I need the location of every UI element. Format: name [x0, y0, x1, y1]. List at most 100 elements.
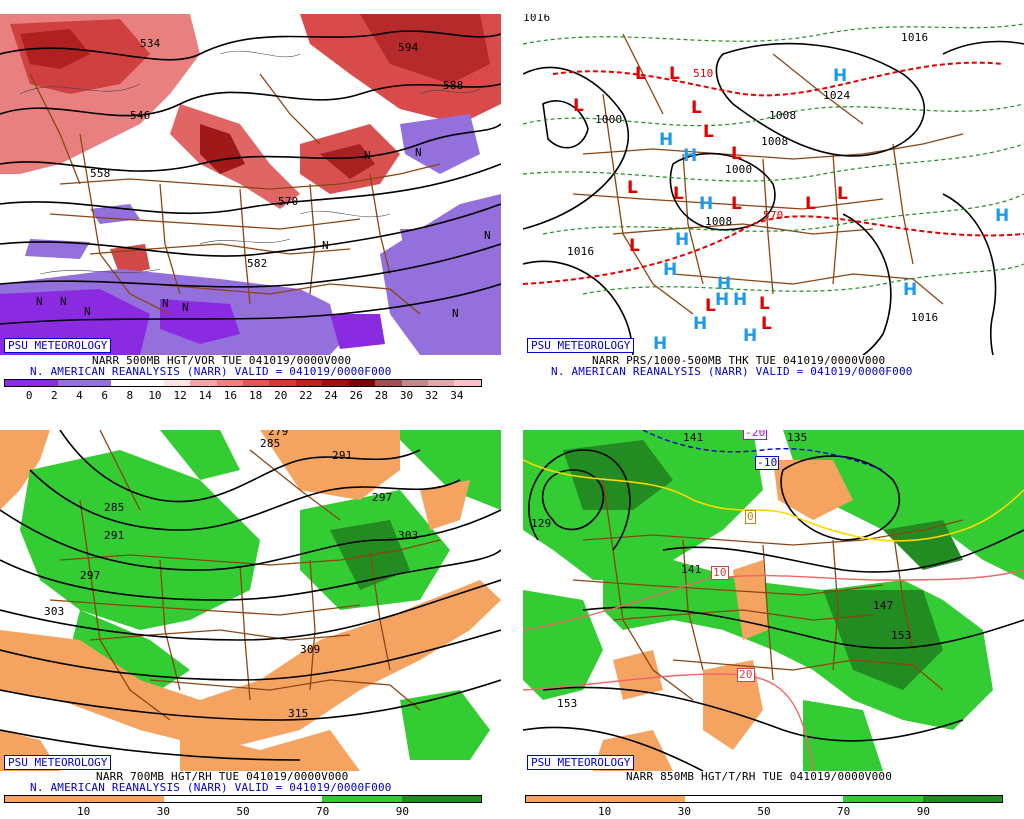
isobar-label: 1008: [769, 109, 797, 122]
vort-marker: N: [84, 305, 91, 318]
colorbar-segment: [137, 380, 164, 386]
map-borders: [572, 479, 964, 701]
contour-label: 582: [247, 257, 268, 270]
map-borders: [572, 33, 964, 315]
colorbar-tick: 50: [236, 805, 250, 818]
colorbar-tick: 2: [51, 389, 58, 402]
vort-marker: N: [36, 295, 43, 308]
high-pressure-marker: H: [693, 314, 708, 334]
colorbar-tick: 20: [274, 389, 288, 402]
colorbar-rh: [4, 795, 482, 803]
isobar-label: 1016: [911, 311, 939, 324]
contour-label: 147: [873, 599, 894, 612]
panel-title: NARR 850MB HGT/T/RH TUE 041019/0000V000: [626, 770, 893, 783]
map-pressure: [523, 14, 1024, 355]
isobar-label: 1016: [901, 31, 929, 44]
map-700mb: [0, 430, 501, 771]
low-pressure-marker: L: [691, 98, 702, 118]
high-pressure-marker: H: [659, 130, 674, 150]
colorbar-segment: [242, 380, 270, 386]
thickness-label: 510: [693, 67, 714, 80]
colorbar-segment: [428, 380, 455, 386]
isobar-label: 1016: [523, 14, 551, 24]
rh-fill: [0, 430, 501, 771]
colorbar-tick: 34: [450, 389, 464, 402]
colorbar-tick: 70: [316, 805, 330, 818]
colorbar-tick: 10: [148, 389, 162, 402]
colorbar-tick: 24: [324, 389, 338, 402]
contour-label: 534: [140, 37, 161, 50]
contour-label: 141: [683, 431, 704, 444]
colorbar-tick: 50: [757, 805, 771, 818]
low-pressure-marker: L: [703, 122, 714, 142]
contour-label: 153: [557, 697, 578, 710]
panel-500mb-vorticity: 534 546 558 570 582 594 588 N N N N N N …: [0, 14, 501, 355]
colorbar-tick: 10: [77, 805, 91, 818]
height-contours: [0, 30, 501, 325]
contour-label: 129: [531, 517, 552, 530]
colorbar-segment: [922, 796, 1002, 802]
colorbar-segment: [242, 796, 323, 802]
low-pressure-marker: L: [673, 184, 684, 204]
colorbar-segment: [401, 380, 428, 386]
low-pressure-marker: L: [759, 294, 770, 314]
colorbar-segment: [401, 796, 481, 802]
temp-label: 20: [737, 668, 755, 682]
high-pressure-marker: H: [833, 66, 848, 86]
low-pressure-marker: L: [635, 64, 646, 84]
colorbar-segment: [5, 796, 85, 802]
isobar-label: 1000: [595, 113, 623, 126]
map-500mb: [0, 14, 501, 355]
rh-fill: [523, 430, 1024, 771]
isobar-label: 1024: [823, 89, 851, 102]
colorbar-tick: 30: [156, 805, 170, 818]
high-pressure-marker: H: [715, 290, 730, 310]
colorbar-tick: 22: [299, 389, 313, 402]
low-pressure-marker: L: [731, 194, 742, 214]
low-pressure-marker: L: [705, 296, 716, 316]
contour-label: 135: [787, 431, 808, 444]
contour-label: 303: [398, 529, 419, 542]
low-pressure-marker: L: [761, 314, 772, 334]
colorbar-segment: [84, 796, 164, 802]
contour-label: 291: [104, 529, 125, 542]
colorbar-vorticity: [4, 379, 482, 387]
panel-850mb-t-rh: 129 135 141 147 153 153 141 -10 0 10 20 …: [523, 430, 1024, 771]
contour-label: 297: [80, 569, 101, 582]
panel-valid-line: N. AMERICAN REANALYSIS (NARR) VALID = 04…: [551, 365, 913, 378]
colorbar-tick: 90: [395, 805, 409, 818]
low-pressure-marker: L: [669, 64, 680, 84]
vorticity-maxima: [0, 14, 501, 276]
colorbar-tick: 90: [916, 805, 930, 818]
colorbar-segment: [57, 380, 85, 386]
colorbar-tick: 4: [76, 389, 83, 402]
isobar-label: 1016: [567, 245, 595, 258]
low-pressure-marker: L: [627, 178, 638, 198]
panel-title: NARR 700MB HGT/RH TUE 041019/0000V000: [96, 770, 349, 783]
temp-label: -10: [755, 456, 780, 470]
panel-title: NARR 500MB HGT/VOR TUE 041019/0000V000: [92, 354, 352, 367]
colorbar-segment: [216, 380, 243, 386]
colorbar-tick: 32: [425, 389, 439, 402]
contour-label: 303: [44, 605, 65, 618]
isobar-label: 1008: [705, 215, 733, 228]
vort-marker: N: [415, 146, 422, 159]
colorbar-segment: [322, 796, 402, 802]
panel-valid-line: N. AMERICAN REANALYSIS (NARR) VALID = 04…: [30, 781, 392, 794]
high-pressure-marker: H: [663, 260, 678, 280]
logo-psu-meteorology: PSU METEOROLOGY: [4, 338, 112, 353]
colorbar-tick: 26: [349, 389, 363, 402]
contour-label: 546: [130, 109, 151, 122]
isotherm-0: [523, 459, 1024, 542]
contour-label: 297: [372, 491, 393, 504]
vort-marker: N: [452, 307, 459, 320]
colorbar-segment: [454, 380, 481, 386]
low-pressure-marker: L: [805, 194, 816, 214]
map-850mb: [523, 430, 1024, 771]
colorbar-segment: [110, 380, 138, 386]
colorbar-tick: 10: [598, 805, 612, 818]
colorbar-segment: [348, 380, 376, 386]
colorbar-tick: 28: [374, 389, 388, 402]
high-pressure-marker: H: [733, 290, 748, 310]
colorbar-tick: 30: [399, 389, 414, 402]
